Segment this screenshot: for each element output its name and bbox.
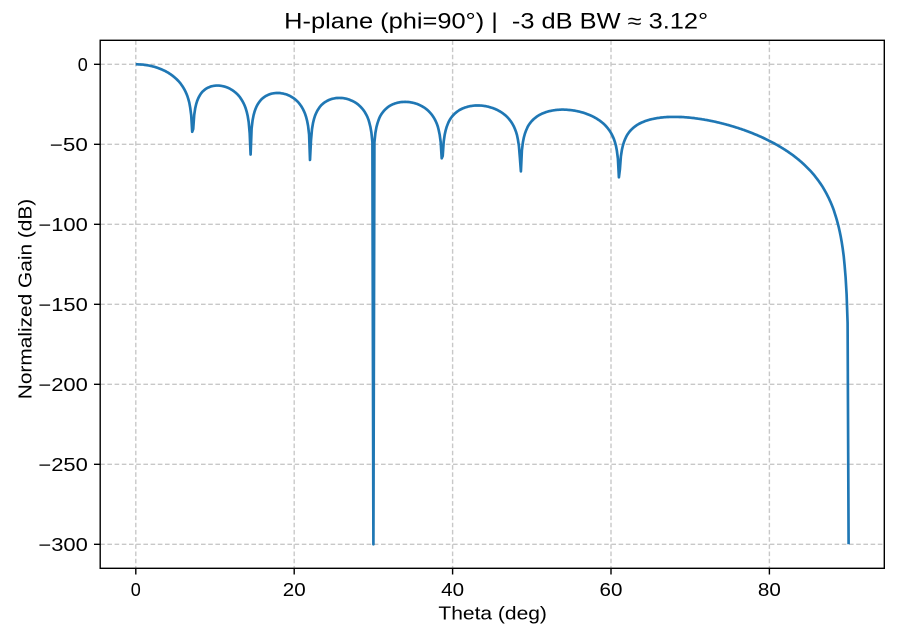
svg-text:−100: −100 xyxy=(38,215,87,235)
svg-text:0: 0 xyxy=(78,55,88,75)
svg-text:−200: −200 xyxy=(38,375,87,395)
svg-text:80: 80 xyxy=(758,580,781,600)
svg-text:−250: −250 xyxy=(38,455,87,475)
svg-text:H-plane (phi=90°) | -3 dB BW: H-plane (phi=90°) | -3 dB BW ≈ 3.12° xyxy=(284,9,708,34)
svg-text:20: 20 xyxy=(283,580,306,600)
svg-text:0: 0 xyxy=(131,580,141,600)
svg-text:−50: −50 xyxy=(50,135,88,155)
svg-text:Theta (deg): Theta (deg) xyxy=(438,604,547,624)
svg-text:Normalized Gain (dB): Normalized Gain (dB) xyxy=(16,199,36,399)
svg-text:40: 40 xyxy=(441,580,464,600)
svg-text:−300: −300 xyxy=(38,535,87,555)
svg-text:60: 60 xyxy=(600,580,623,600)
svg-text:−150: −150 xyxy=(38,295,87,315)
